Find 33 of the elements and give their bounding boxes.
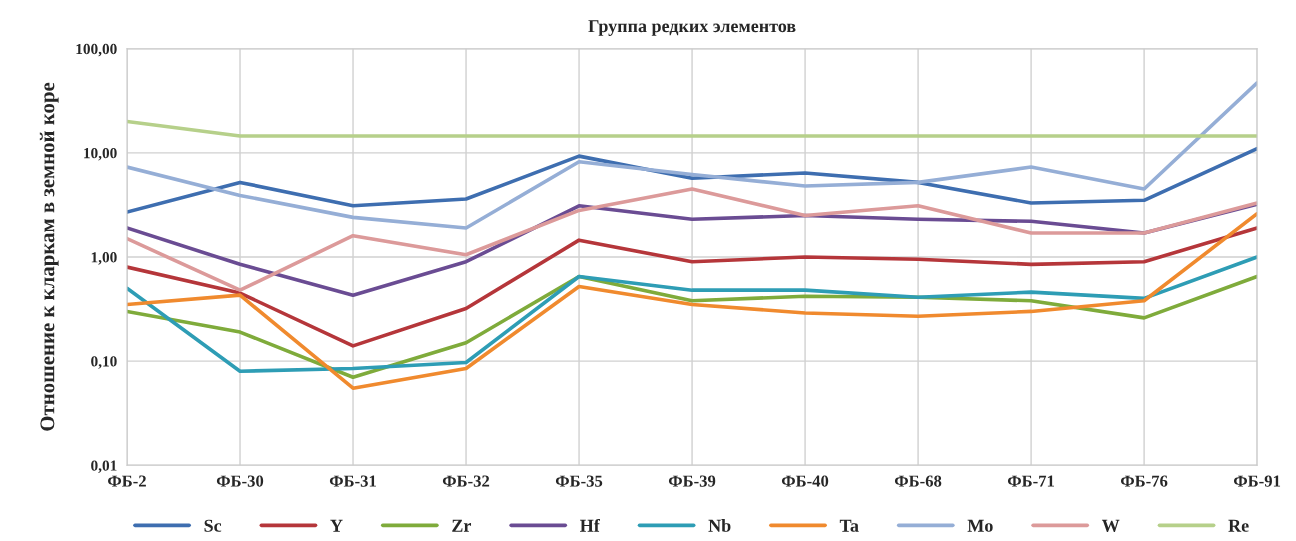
legend-label: Ta <box>839 519 859 532</box>
line-series <box>127 211 1258 390</box>
x-tick-label: ФБ-68 <box>894 475 942 487</box>
line-series <box>127 187 1258 292</box>
x-tick-label: ФБ-30 <box>216 475 264 487</box>
y-tick-label: 1,00 <box>91 252 117 265</box>
legend-label: Sc <box>204 519 222 532</box>
y-tick-label: 0,10 <box>91 356 117 369</box>
x-tick-label: ФБ-35 <box>555 475 603 487</box>
line-series <box>127 255 1258 374</box>
x-tick-label: ФБ-91 <box>1233 475 1281 487</box>
x-tick-label: ФБ-32 <box>442 475 490 487</box>
x-tick-label: ФБ-39 <box>668 475 716 487</box>
y-tick-label: 10,00 <box>84 147 117 161</box>
line-series <box>127 226 1258 348</box>
legend-label: W <box>1101 519 1120 532</box>
x-tick-label: ФБ-71 <box>1007 475 1055 487</box>
x-tick-label: ФБ-2 <box>108 475 146 487</box>
chart-title: Группа редких элементов <box>588 20 796 36</box>
legend-label: Re <box>1228 519 1249 532</box>
legend-label: Nb <box>708 519 731 532</box>
line-series <box>127 81 1258 230</box>
x-tick-label: ФБ-31 <box>329 475 376 487</box>
legend-label: Mo <box>967 519 993 532</box>
y-axis-title: Отношение к кларкам в земной коре <box>39 82 59 431</box>
y-tick-label: 0,01 <box>91 460 117 473</box>
x-tick-label: ФБ-40 <box>781 475 829 487</box>
x-tick-label: ФБ-76 <box>1120 475 1168 487</box>
line-series <box>127 146 1258 214</box>
y-tick-label: 100,00 <box>76 43 117 57</box>
legend-label: Hf <box>580 518 600 532</box>
legend-label: Y <box>330 519 343 532</box>
legend-label: Zr <box>452 519 472 532</box>
